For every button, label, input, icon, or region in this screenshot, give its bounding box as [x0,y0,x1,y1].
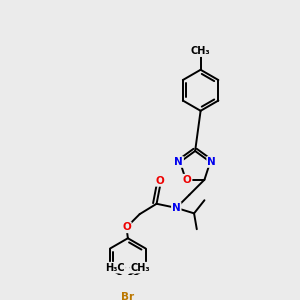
Text: N: N [172,203,181,213]
Text: O: O [122,222,131,232]
Text: CH₃: CH₃ [191,46,210,56]
Text: CH₃: CH₃ [130,262,150,273]
Text: O: O [155,176,164,186]
Text: Br: Br [121,292,134,300]
Text: O: O [183,175,191,185]
Text: N: N [207,157,216,167]
Text: N: N [174,157,183,167]
Text: H₃C: H₃C [106,262,125,273]
